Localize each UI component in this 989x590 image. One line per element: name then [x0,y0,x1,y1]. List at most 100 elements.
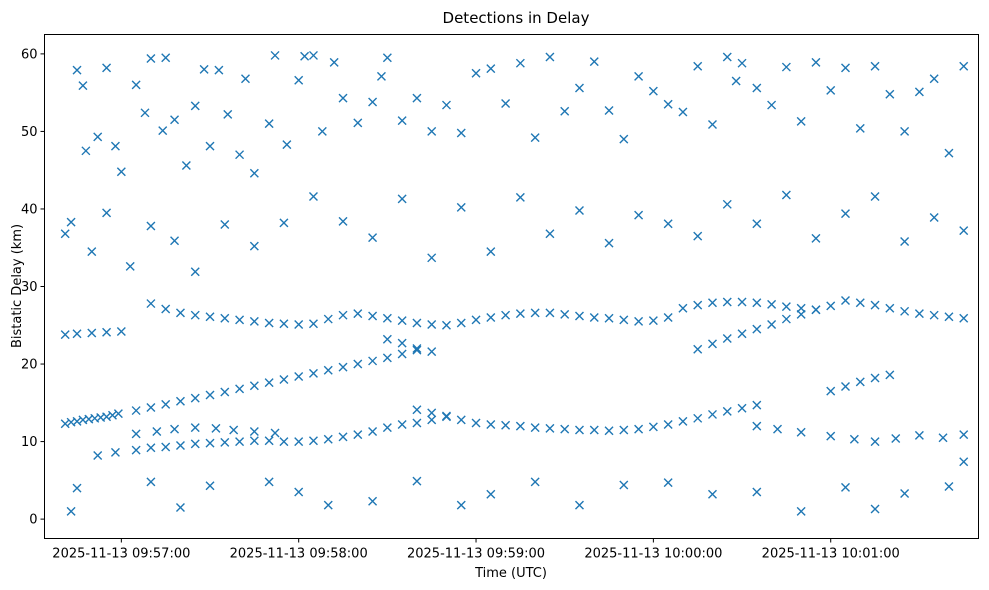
data-point [397,316,407,326]
data-point [376,71,386,81]
data-point [181,161,191,171]
data-point [693,344,703,354]
data-point [427,347,437,357]
data-point [767,319,777,329]
data-point [382,353,392,363]
data-point [752,400,762,410]
data-point [441,100,451,110]
data-point [175,440,185,450]
data-point [574,500,584,510]
data-point [140,108,150,118]
data-point [959,226,969,236]
data-point [110,447,120,457]
data-point [840,295,850,305]
data-point [811,305,821,315]
data-point [914,309,924,319]
data-point [294,437,304,447]
data-points [60,50,969,516]
data-point [368,496,378,506]
data-point [264,436,274,446]
data-point [663,478,673,488]
data-point [220,437,230,447]
data-point [353,118,363,128]
data-point [220,313,230,323]
data-point [146,402,156,412]
data-point [235,315,245,325]
data-point [102,208,112,218]
data-point [944,482,954,492]
data-point [604,313,614,323]
data-point [574,83,584,93]
data-point [604,105,614,115]
data-point [397,194,407,204]
data-point [530,423,540,433]
data-point [264,477,274,487]
data-point [560,106,570,116]
data-point [382,313,392,323]
data-point [634,210,644,220]
data-point [737,329,747,339]
data-point [397,349,407,359]
data-point [397,338,407,348]
data-point [501,99,511,109]
data-point [589,57,599,67]
data-point [663,420,673,430]
data-point [190,101,200,111]
data-point [545,52,555,62]
data-point [190,310,200,320]
data-point [530,133,540,143]
data-point [412,476,422,486]
data-point [944,312,954,322]
data-point [849,434,859,444]
data-point [722,333,732,343]
y-tick-label: 10 [21,435,38,450]
data-point [604,238,614,248]
data-point [663,219,673,229]
data-point [190,393,200,403]
data-point [235,384,245,394]
y-tick-label: 20 [21,358,38,373]
data-point [663,99,673,109]
data-point [914,87,924,97]
data-point [870,373,880,383]
data-point [796,427,806,437]
x-tick-label: 2025-11-13 09:57:00 [52,547,190,562]
data-point [152,427,162,436]
data-point [456,318,466,328]
data-point [78,81,88,91]
data-point [158,126,168,136]
data-point [279,218,289,228]
data-point [223,109,233,119]
data-point [279,375,289,385]
data-point [678,107,688,117]
data-point [737,297,747,307]
data-point [249,381,259,391]
data-point [338,362,348,372]
data-point [161,304,171,314]
data-point [678,303,688,313]
data-point [486,64,496,74]
data-point [441,411,451,421]
plot-frame [44,34,979,539]
data-point [486,420,496,430]
data-point [722,297,732,307]
y-tick-label: 30 [21,280,38,295]
data-point [781,302,791,312]
data-point [515,58,525,68]
data-point [826,85,836,95]
data-point [205,312,215,322]
data-point [66,506,76,516]
data-point [634,316,644,326]
data-point [427,408,437,418]
x-tick-label: 2025-11-13 09:59:00 [407,547,545,562]
data-point [427,319,437,329]
data-point [60,229,70,239]
data-point [959,430,969,440]
data-point [235,150,245,160]
data-point [456,128,466,138]
data-point [264,378,274,388]
data-point [146,299,156,309]
x-tick-label: 2025-11-13 09:58:00 [230,547,368,562]
data-point [574,206,584,216]
